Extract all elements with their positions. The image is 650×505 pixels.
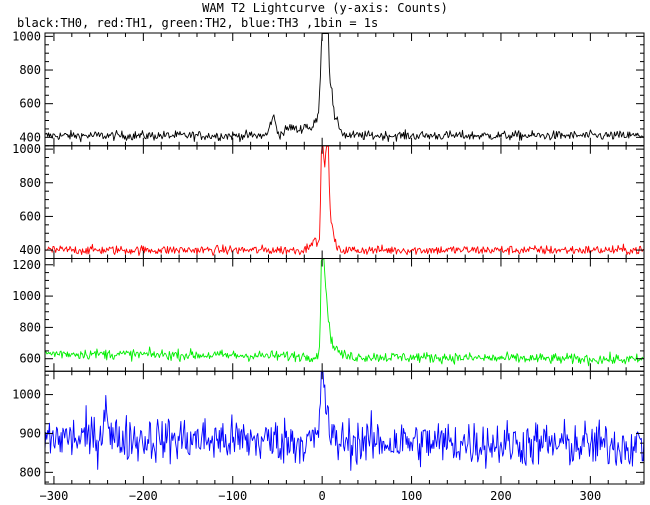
y-tick-label: 1000	[12, 29, 41, 43]
x-tick-label: 100	[401, 489, 423, 503]
y-tick-label: 800	[19, 320, 41, 334]
x-tick-label: 200	[490, 489, 512, 503]
x-tick-label: −100	[218, 489, 247, 503]
panel-frame-2	[44, 145, 645, 259]
y-tick-label: 1200	[12, 258, 41, 272]
x-tick-label: 300	[580, 489, 602, 503]
series-line-th3	[44, 371, 645, 471]
y-tick-label: 800	[19, 465, 41, 479]
series-line-th1	[44, 145, 645, 256]
x-tick-label: −200	[129, 489, 158, 503]
chart-title: WAM T2 Lightcurve (y-axis: Counts)	[202, 1, 448, 15]
y-tick-label: 1000	[12, 289, 41, 303]
y-tick-label: 1000	[12, 388, 41, 402]
chart-subtitle: black:TH0, red:TH1, green:TH2, blue:TH3 …	[17, 16, 379, 30]
panel-frame-4	[44, 370, 645, 485]
x-tick-label: 0	[319, 489, 326, 503]
y-tick-label: 800	[19, 176, 41, 190]
y-tick-label: 400	[19, 130, 41, 144]
y-tick-label: 600	[19, 352, 41, 366]
panel-frame-1	[44, 32, 645, 147]
y-tick-label: 900	[19, 426, 41, 440]
y-tick-label: 600	[19, 209, 41, 223]
y-tick-label: 600	[19, 97, 41, 111]
y-tick-label: 1000	[12, 142, 41, 156]
y-tick-label: 400	[19, 243, 41, 257]
x-tick-label: −300	[39, 489, 68, 503]
series-line-th2	[44, 258, 645, 367]
series-line-th0	[44, 33, 645, 143]
y-tick-label: 800	[19, 63, 41, 77]
